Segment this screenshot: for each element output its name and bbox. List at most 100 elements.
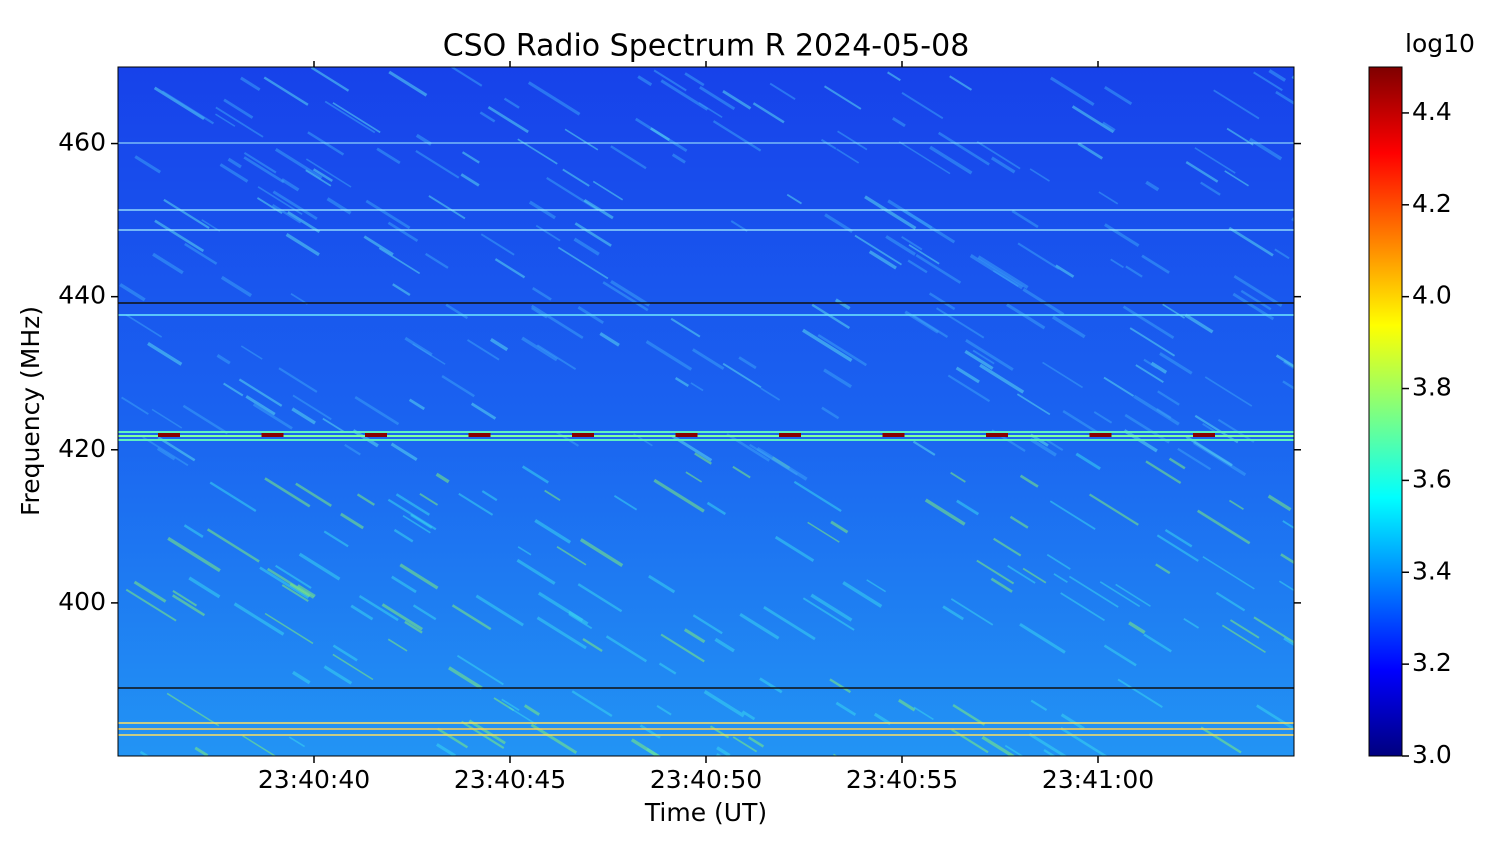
spectral-streak [898,698,916,712]
spectral-streak [1045,438,1064,451]
spectral-streak [653,69,687,92]
spectral-streak [908,244,940,265]
spectral-streak [694,452,712,465]
spectral-streak [786,193,803,205]
spectral-streak [683,628,706,644]
x-tick-label: 23:40:45 [454,765,566,794]
x-tick-label: 23:40:40 [258,765,370,794]
spectral-streak [972,349,995,365]
spectral-streak [259,566,309,599]
spectral-streak [684,72,705,87]
spectral-streak [393,528,414,543]
spectral-streak [242,735,277,756]
spectral-streak [716,746,731,756]
spectral-streak [399,563,439,590]
spectral-streak [436,743,457,756]
spectral-streak [830,520,849,534]
spectral-streak [365,199,411,230]
spectral-streak [297,584,316,598]
spectral-streak [378,247,421,275]
spectral-streak [1221,624,1266,654]
spectral-streak [1145,460,1182,484]
y-tick-label: 460 [58,128,106,157]
spectral-streak [322,417,345,433]
spectral-streak [1071,105,1115,134]
spectral-streak [544,489,561,501]
spectral-streak [1159,352,1193,375]
spectral-streak [969,254,1024,290]
spectral-streak [1143,633,1172,653]
x-tick-label: 23:40:55 [846,765,958,794]
spectral-streak [981,735,1015,756]
spectral-streak [332,102,381,134]
spectral-streak [272,204,302,224]
spectral-streak [950,471,966,483]
spectral-streak [976,559,1015,585]
spectral-streak [913,706,934,721]
spectral-streak [738,356,757,370]
spectral-streak [1110,258,1124,269]
spectral-streak [1143,358,1158,369]
rfi-blip [468,433,491,437]
spectral-streak [305,169,332,187]
spectral-streak [990,577,1013,593]
spectral-streak [1229,619,1260,639]
spectral-streak [1051,315,1086,339]
spectral-streak [824,213,854,233]
spectral-streak [425,252,449,269]
spectral-streak [272,190,318,221]
spectral-streak [1103,644,1137,667]
spectral-streak [964,350,994,370]
spectral-streak [583,198,614,220]
spectral-streak [902,208,956,244]
spectral-streak [868,250,897,270]
spectral-streak [289,582,311,598]
spectral-streak [530,304,584,340]
y-tick-label: 420 [58,434,106,463]
spectral-streak [437,727,469,749]
spectral-streak [748,736,765,748]
spectral-streak [602,281,649,312]
spectral-streak [1017,242,1060,270]
spectral-streak [503,97,520,109]
spectral-streak [562,168,590,187]
spectral-streak [1055,264,1075,278]
rfi-blip [882,433,905,437]
spectral-streak [451,67,483,87]
spectral-streak [326,197,352,215]
spectral-streak [238,378,283,407]
spectral-streak [685,471,703,483]
rfi-blip [365,433,387,437]
spectral-streak [873,712,892,726]
spectral-streak [829,678,852,694]
spectral-streak [376,147,401,165]
spectral-streak [1226,127,1254,146]
spectral-streak [836,148,860,164]
spectral-streak [1022,567,1047,584]
spectral-streak [415,149,460,179]
colorbar-tick-label: 3.0 [1412,740,1452,769]
spectral-streak [352,429,379,448]
spectral-streak [223,382,244,397]
colorbar-tick-label: 4.2 [1412,189,1452,218]
spectral-streak [184,242,218,265]
spectral-streak [487,105,529,134]
spectral-streak [445,303,469,320]
spectral-streak [1224,170,1249,187]
spectral-streak [139,750,150,756]
spectral-streak [310,67,350,92]
spectral-streak [1280,553,1294,565]
spectral-streak [381,603,423,631]
rfi-blip [1089,433,1112,437]
spectral-streak [448,666,483,690]
spectral-streak [536,616,587,650]
spectral-streak [288,736,306,748]
spectral-streak [1030,699,1048,712]
x-axis-label: Time (UT) [644,798,767,827]
spectral-streak [1202,423,1216,433]
colorbar-tick-label: 3.4 [1412,556,1452,585]
spectral-streak [292,394,332,421]
spectral-streak [1233,274,1283,307]
spectral-streak [610,145,647,170]
spectral-streak [802,328,853,363]
